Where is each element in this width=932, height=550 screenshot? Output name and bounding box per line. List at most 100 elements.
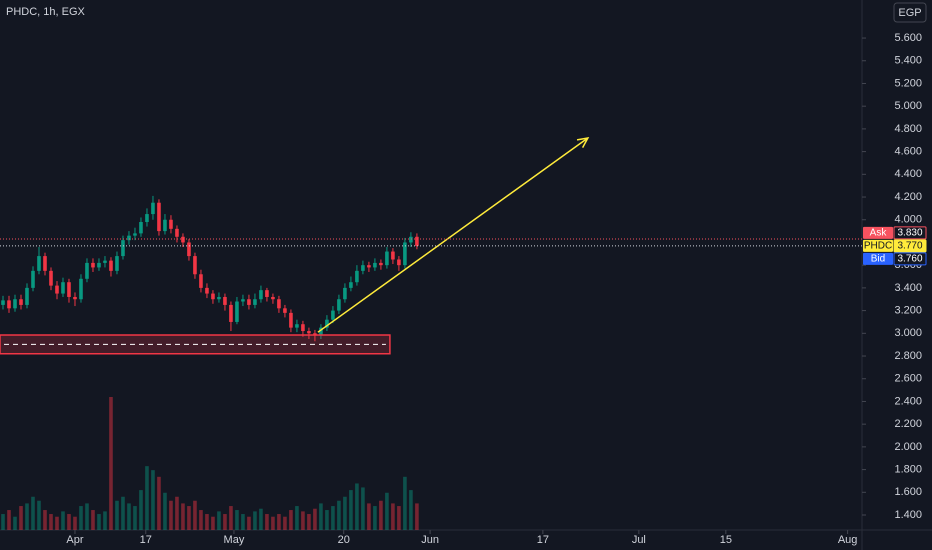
x-tick-label: Apr [66,534,83,546]
quote-name-box [863,252,893,265]
volume-bar [319,503,323,530]
volume-bar [247,516,251,530]
x-tick-label: Aug [838,534,858,546]
volume-bar [61,511,65,530]
candle-body [319,327,323,336]
candle-body [103,260,107,263]
candle-body [79,278,83,300]
trend-arrow [317,137,589,333]
volume-bar [415,503,419,530]
candle-body [229,304,233,322]
volume-bar [115,500,119,530]
candle-body [85,262,89,279]
volume-bar [145,466,149,530]
candle-body [151,202,155,215]
volume-bar [133,506,137,530]
y-tick-label: 3.400 [894,282,922,294]
currency-button[interactable] [893,2,927,23]
volume-bar [211,516,215,530]
candle-body [61,282,65,294]
candle-body [55,285,59,294]
volume-bar [349,490,353,530]
candle-body [43,256,47,271]
candle-body [385,251,389,266]
candle-body [7,300,11,309]
volume-bar [391,503,395,530]
candle-body [343,287,347,300]
candle-body [379,262,383,266]
volume-bar [103,511,107,530]
y-tick-label: 1.600 [894,486,922,498]
y-tick-label: 5.200 [894,77,922,89]
candle-body [127,235,131,241]
y-tick-label: 3.200 [894,305,922,317]
volume-bar [19,506,23,530]
candle-body [19,299,23,305]
volume-bar [127,503,131,530]
candle-body [325,319,329,328]
candle-body [1,300,5,305]
candle-body [157,202,161,232]
candle-body [163,219,167,232]
candle-body [265,290,269,297]
y-tick-label: 4.600 [894,146,922,158]
volume-bar [199,510,203,530]
plot-area [1,195,419,530]
quote-value: 3.770 [897,241,922,252]
volume-bar [271,516,275,530]
candle-body [217,296,221,300]
y-tick-label: 3.000 [894,327,922,339]
y-tick-label: 4.200 [894,191,922,203]
volume-bar [289,510,293,530]
quote-value-box [893,252,927,266]
candle-body [175,228,179,237]
volume-bar [91,510,95,530]
volume-bar [217,511,221,530]
quote-value-box [893,239,927,253]
volume-bar [193,500,197,530]
volume-bar [259,508,263,530]
candle-body [121,240,125,257]
volume-bar [373,506,377,530]
x-tick-label: May [224,534,245,546]
candle-body [361,265,365,271]
y-tick-label: 4.400 [894,168,922,180]
candle-body [271,296,275,300]
volume-bar [307,514,311,530]
y-tick-label: 5.600 [894,32,922,44]
volume-bar [403,476,407,530]
candle-body [139,222,143,234]
y-tick-label: 5.000 [894,100,922,112]
chart-title: PHDC, 1h, EGX [6,6,86,18]
candle-body [133,233,137,236]
y-tick-label: 4.800 [894,123,922,135]
volume-bar [241,514,245,530]
candle-body [25,287,29,305]
volume-bar [37,500,41,530]
x-tick-label: Jul [632,534,646,546]
candle-body [403,242,407,266]
y-tick-label: 1.400 [894,509,922,521]
volume-bar [205,514,209,530]
volume-bar [109,397,113,530]
candle-body [373,262,377,268]
candle-body [253,299,257,305]
candle-body [109,260,113,271]
volume-bar [355,483,359,530]
volume-bar [13,516,17,530]
volume-bar [31,496,35,530]
candle-body [331,310,335,320]
candle-body [289,312,293,328]
candle-body [169,219,173,229]
volume-bar [181,503,185,530]
volume-bar [175,496,179,530]
candle-body [187,242,191,257]
currency[interactable]: EGP [898,7,921,19]
x-tick-label: 17 [140,534,152,546]
volume-bar [121,496,125,530]
y-tick-label: 4.000 [894,214,922,226]
volume-bar [229,506,233,530]
candle-body [37,256,41,271]
